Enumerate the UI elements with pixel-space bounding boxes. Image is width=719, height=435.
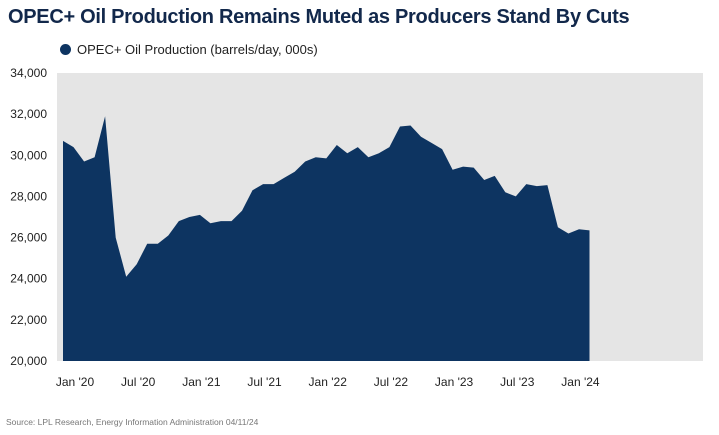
chart-title: OPEC+ Oil Production Remains Muted as Pr… — [8, 6, 630, 28]
legend-label: OPEC+ Oil Production (barrels/day, 000s) — [77, 42, 318, 57]
y-tick-label: 20,000 — [10, 354, 47, 368]
x-axis: Jan '20 Jul '20 Jan '21 Jul '21 Jan '22 Jul '… — [56, 375, 600, 389]
legend-swatch — [60, 44, 71, 55]
y-tick-label: 30,000 — [10, 148, 47, 162]
x-tick-label: Jan '20 — [56, 375, 95, 389]
y-axis: 20,000 22,000 24,000 26,000 28,000 30,000 32,0… — [10, 66, 47, 368]
legend: OPEC+ Oil Production (barrels/day, 000s) — [60, 42, 318, 57]
x-tick-label: Jan '23 — [435, 375, 474, 389]
y-tick-label: 24,000 — [10, 272, 47, 286]
y-tick-label: 34,000 — [10, 66, 47, 80]
y-tick-label: 28,000 — [10, 189, 47, 203]
x-tick-label: Jan '21 — [182, 375, 221, 389]
y-tick-label: 32,000 — [10, 107, 47, 121]
series-area — [63, 116, 590, 361]
x-tick-label: Jan '22 — [309, 375, 348, 389]
x-tick-label: Jul '22 — [374, 375, 409, 389]
y-tick-label: 26,000 — [10, 231, 47, 245]
y-tick-label: 22,000 — [10, 313, 47, 327]
x-tick-label: Jul '21 — [247, 375, 282, 389]
x-tick-label: Jan '24 — [561, 375, 600, 389]
x-tick-label: Jul '23 — [500, 375, 535, 389]
x-tick-label: Jul '20 — [121, 375, 156, 389]
source-note: Source: LPL Research, Energy Information… — [6, 417, 259, 427]
